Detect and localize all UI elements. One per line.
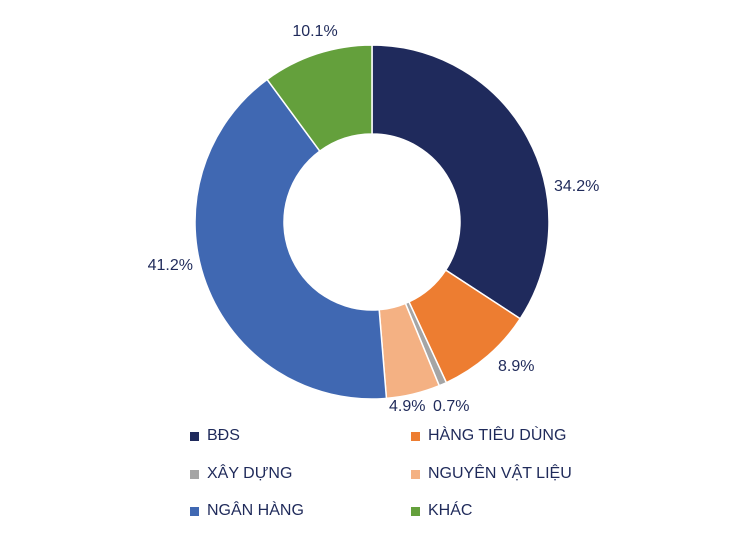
legend-label: NGÂN HÀNG xyxy=(207,502,304,519)
legend-label: XÂY DỰNG xyxy=(207,465,293,482)
legend-label: KHÁC xyxy=(428,502,473,519)
donut-data-labels: 34.2% 8.9% 0.7% 4.9% 41.2% 10.1% xyxy=(148,23,600,415)
legend-item-bds: BĐS xyxy=(190,425,240,447)
legend-item-ngan-hang: NGÂN HÀNG xyxy=(190,500,304,522)
legend-label: NGUYÊN VẬT LIỆU xyxy=(428,465,572,482)
legend-swatch xyxy=(190,469,199,479)
data-label-hang-tieu-dung: 8.9% xyxy=(498,358,534,375)
legend-swatch xyxy=(411,506,420,516)
legend-label: BĐS xyxy=(207,427,240,444)
legend-swatch xyxy=(411,431,420,441)
data-label-xay-dung: 0.7% xyxy=(433,398,469,415)
legend-item-nguyen-vat-lieu: NGUYÊN VẬT LIỆU xyxy=(411,463,572,485)
legend-label: HÀNG TIÊU DÙNG xyxy=(428,427,567,444)
legend-item-hang-tieu-dung: HÀNG TIÊU DÙNG xyxy=(411,425,566,447)
legend-item-khac: KHÁC xyxy=(411,500,472,522)
data-label-bds: 34.2% xyxy=(554,178,599,195)
legend-swatch xyxy=(190,431,199,441)
data-label-nguyen-vat-lieu: 4.9% xyxy=(389,398,425,415)
data-label-khac: 10.1% xyxy=(292,23,337,40)
slice-ngan-hang xyxy=(194,78,388,400)
slice-bds xyxy=(371,44,550,320)
legend-swatch xyxy=(411,469,420,479)
slice-khac xyxy=(266,44,373,153)
data-label-ngan-hang: 41.2% xyxy=(148,257,193,274)
legend-swatch xyxy=(190,506,199,516)
donut-slices xyxy=(194,44,550,400)
legend-item-xay-dung: XÂY DỰNG xyxy=(190,463,292,485)
